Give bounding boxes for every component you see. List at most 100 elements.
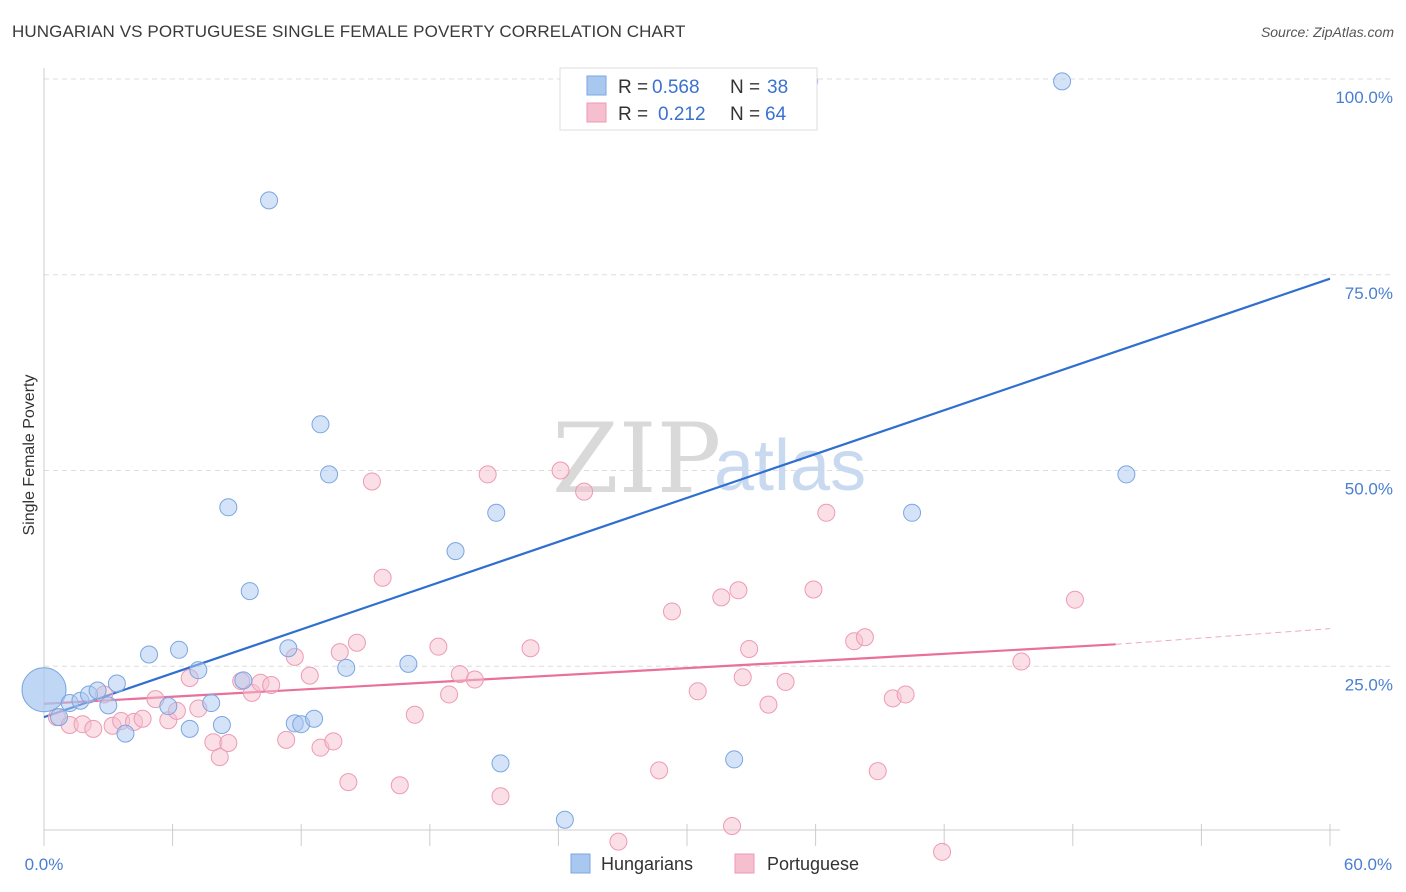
legend-n-value-2: 64 (765, 104, 787, 125)
portuguese-points (47, 461, 1084, 861)
portuguese-point[interactable] (210, 748, 229, 767)
portuguese-point[interactable] (712, 588, 731, 607)
portuguese-point[interactable] (551, 461, 570, 480)
hungarian-point[interactable] (337, 658, 356, 677)
portuguese-point[interactable] (491, 787, 510, 806)
y-tick-label-100: 100.0% (1335, 88, 1393, 107)
portuguese-point[interactable] (933, 842, 952, 861)
hungarian-point[interactable] (88, 681, 107, 700)
hungarian-point[interactable] (21, 667, 67, 713)
grid-lines (44, 78, 1392, 667)
hungarian-point[interactable] (903, 503, 922, 522)
portuguese-point[interactable] (219, 733, 238, 752)
portuguese-point[interactable] (817, 503, 836, 522)
x-tick-label-max: 60.0% (1344, 855, 1392, 874)
portuguese-point[interactable] (330, 643, 349, 662)
legend-r-label-1: R = (618, 77, 648, 98)
legend-r-value-1: 0.568 (652, 77, 700, 98)
hungarian-point[interactable] (487, 503, 506, 522)
trendline-portuguese-extension (1115, 628, 1331, 645)
portuguese-point[interactable] (450, 665, 469, 684)
portuguese-point[interactable] (733, 668, 752, 687)
hungarian-point[interactable] (491, 754, 510, 773)
portuguese-point[interactable] (609, 832, 628, 851)
hungarian-point[interactable] (107, 674, 126, 693)
trendline-hungarians (43, 277, 1331, 719)
portuguese-point[interactable] (429, 637, 448, 656)
hungarian-point[interactable] (116, 724, 135, 743)
correlation-legend: R = 0.568 N = 38 R = 0.212 N = 64 (559, 67, 818, 131)
portuguese-point[interactable] (465, 670, 484, 689)
portuguese-point[interactable] (133, 709, 152, 728)
portuguese-point[interactable] (84, 719, 103, 738)
series-legend-label-portuguese: Portuguese (767, 854, 859, 874)
hungarian-point[interactable] (320, 465, 339, 484)
portuguese-point[interactable] (759, 695, 778, 714)
portuguese-point[interactable] (373, 568, 392, 587)
portuguese-point[interactable] (662, 602, 681, 621)
hungarian-point[interactable] (234, 671, 253, 690)
portuguese-point[interactable] (405, 705, 424, 724)
series-legend-swatch-portuguese (734, 853, 755, 874)
hungarian-point[interactable] (260, 191, 279, 210)
source-note: Source: ZipAtlas.com (1260, 24, 1394, 40)
portuguese-point[interactable] (729, 581, 748, 600)
hungarian-point[interactable] (170, 640, 189, 659)
chart-title: HUNGARIAN VS PORTUGUESE SINGLE FEMALE PO… (12, 22, 686, 41)
portuguese-point[interactable] (277, 730, 296, 749)
trendline-portuguese (43, 643, 1116, 705)
hungarian-point[interactable] (240, 582, 259, 601)
hungarian-point[interactable] (1117, 465, 1136, 484)
hungarian-point[interactable] (725, 750, 744, 769)
portuguese-point[interactable] (855, 628, 874, 647)
hungarian-point[interactable] (555, 810, 574, 829)
portuguese-point[interactable] (478, 465, 497, 484)
hungarian-point[interactable] (50, 708, 69, 727)
hungarian-point[interactable] (159, 697, 178, 716)
hungarian-point[interactable] (311, 415, 330, 434)
y-tick-labels: 25.0% 50.0% 75.0% 100.0% (1335, 88, 1393, 694)
y-tick-label-75: 75.0% (1345, 284, 1393, 303)
hungarian-point[interactable] (1053, 72, 1072, 91)
portuguese-point[interactable] (347, 633, 366, 652)
hungarian-point[interactable] (99, 696, 118, 715)
portuguese-point[interactable] (262, 676, 281, 695)
hungarian-point[interactable] (140, 645, 159, 664)
hungarian-point[interactable] (399, 654, 418, 673)
portuguese-point[interactable] (521, 639, 540, 658)
portuguese-point[interactable] (804, 580, 823, 599)
hungarian-point[interactable] (446, 542, 465, 561)
portuguese-point[interactable] (688, 682, 707, 701)
portuguese-point[interactable] (650, 761, 669, 780)
legend-r-label-2: R = (618, 104, 648, 125)
portuguese-point[interactable] (575, 482, 594, 501)
portuguese-point[interactable] (740, 640, 759, 659)
legend-n-value-1: 38 (767, 77, 788, 98)
portuguese-point[interactable] (440, 685, 459, 704)
portuguese-point[interactable] (723, 816, 742, 835)
y-tick-label-25: 25.0% (1345, 675, 1393, 694)
portuguese-point[interactable] (300, 666, 319, 685)
hungarian-point[interactable] (305, 709, 324, 728)
portuguese-point[interactable] (896, 685, 915, 704)
portuguese-point[interactable] (776, 672, 795, 691)
hungarian-point[interactable] (189, 661, 208, 680)
x-tick-label-min: 0.0% (25, 855, 64, 874)
hungarian-point[interactable] (180, 719, 199, 738)
portuguese-point[interactable] (362, 472, 381, 491)
hungarian-point[interactable] (202, 694, 221, 713)
portuguese-point[interactable] (1065, 590, 1084, 609)
y-axis-label: Single Female Poverty (21, 375, 38, 536)
hungarian-point[interactable] (279, 639, 298, 658)
portuguese-point[interactable] (324, 732, 343, 751)
watermark: ZIP atlas (552, 403, 866, 515)
portuguese-point[interactable] (868, 762, 887, 781)
hungarian-point[interactable] (219, 498, 238, 517)
legend-n-label-1: N = (730, 77, 760, 98)
watermark-zip: ZIP (552, 403, 721, 515)
portuguese-point[interactable] (339, 773, 358, 792)
portuguese-point[interactable] (1012, 652, 1031, 671)
series-legend-swatch-hungarians (570, 853, 591, 874)
hungarian-point[interactable] (212, 715, 231, 734)
portuguese-point[interactable] (390, 776, 409, 795)
